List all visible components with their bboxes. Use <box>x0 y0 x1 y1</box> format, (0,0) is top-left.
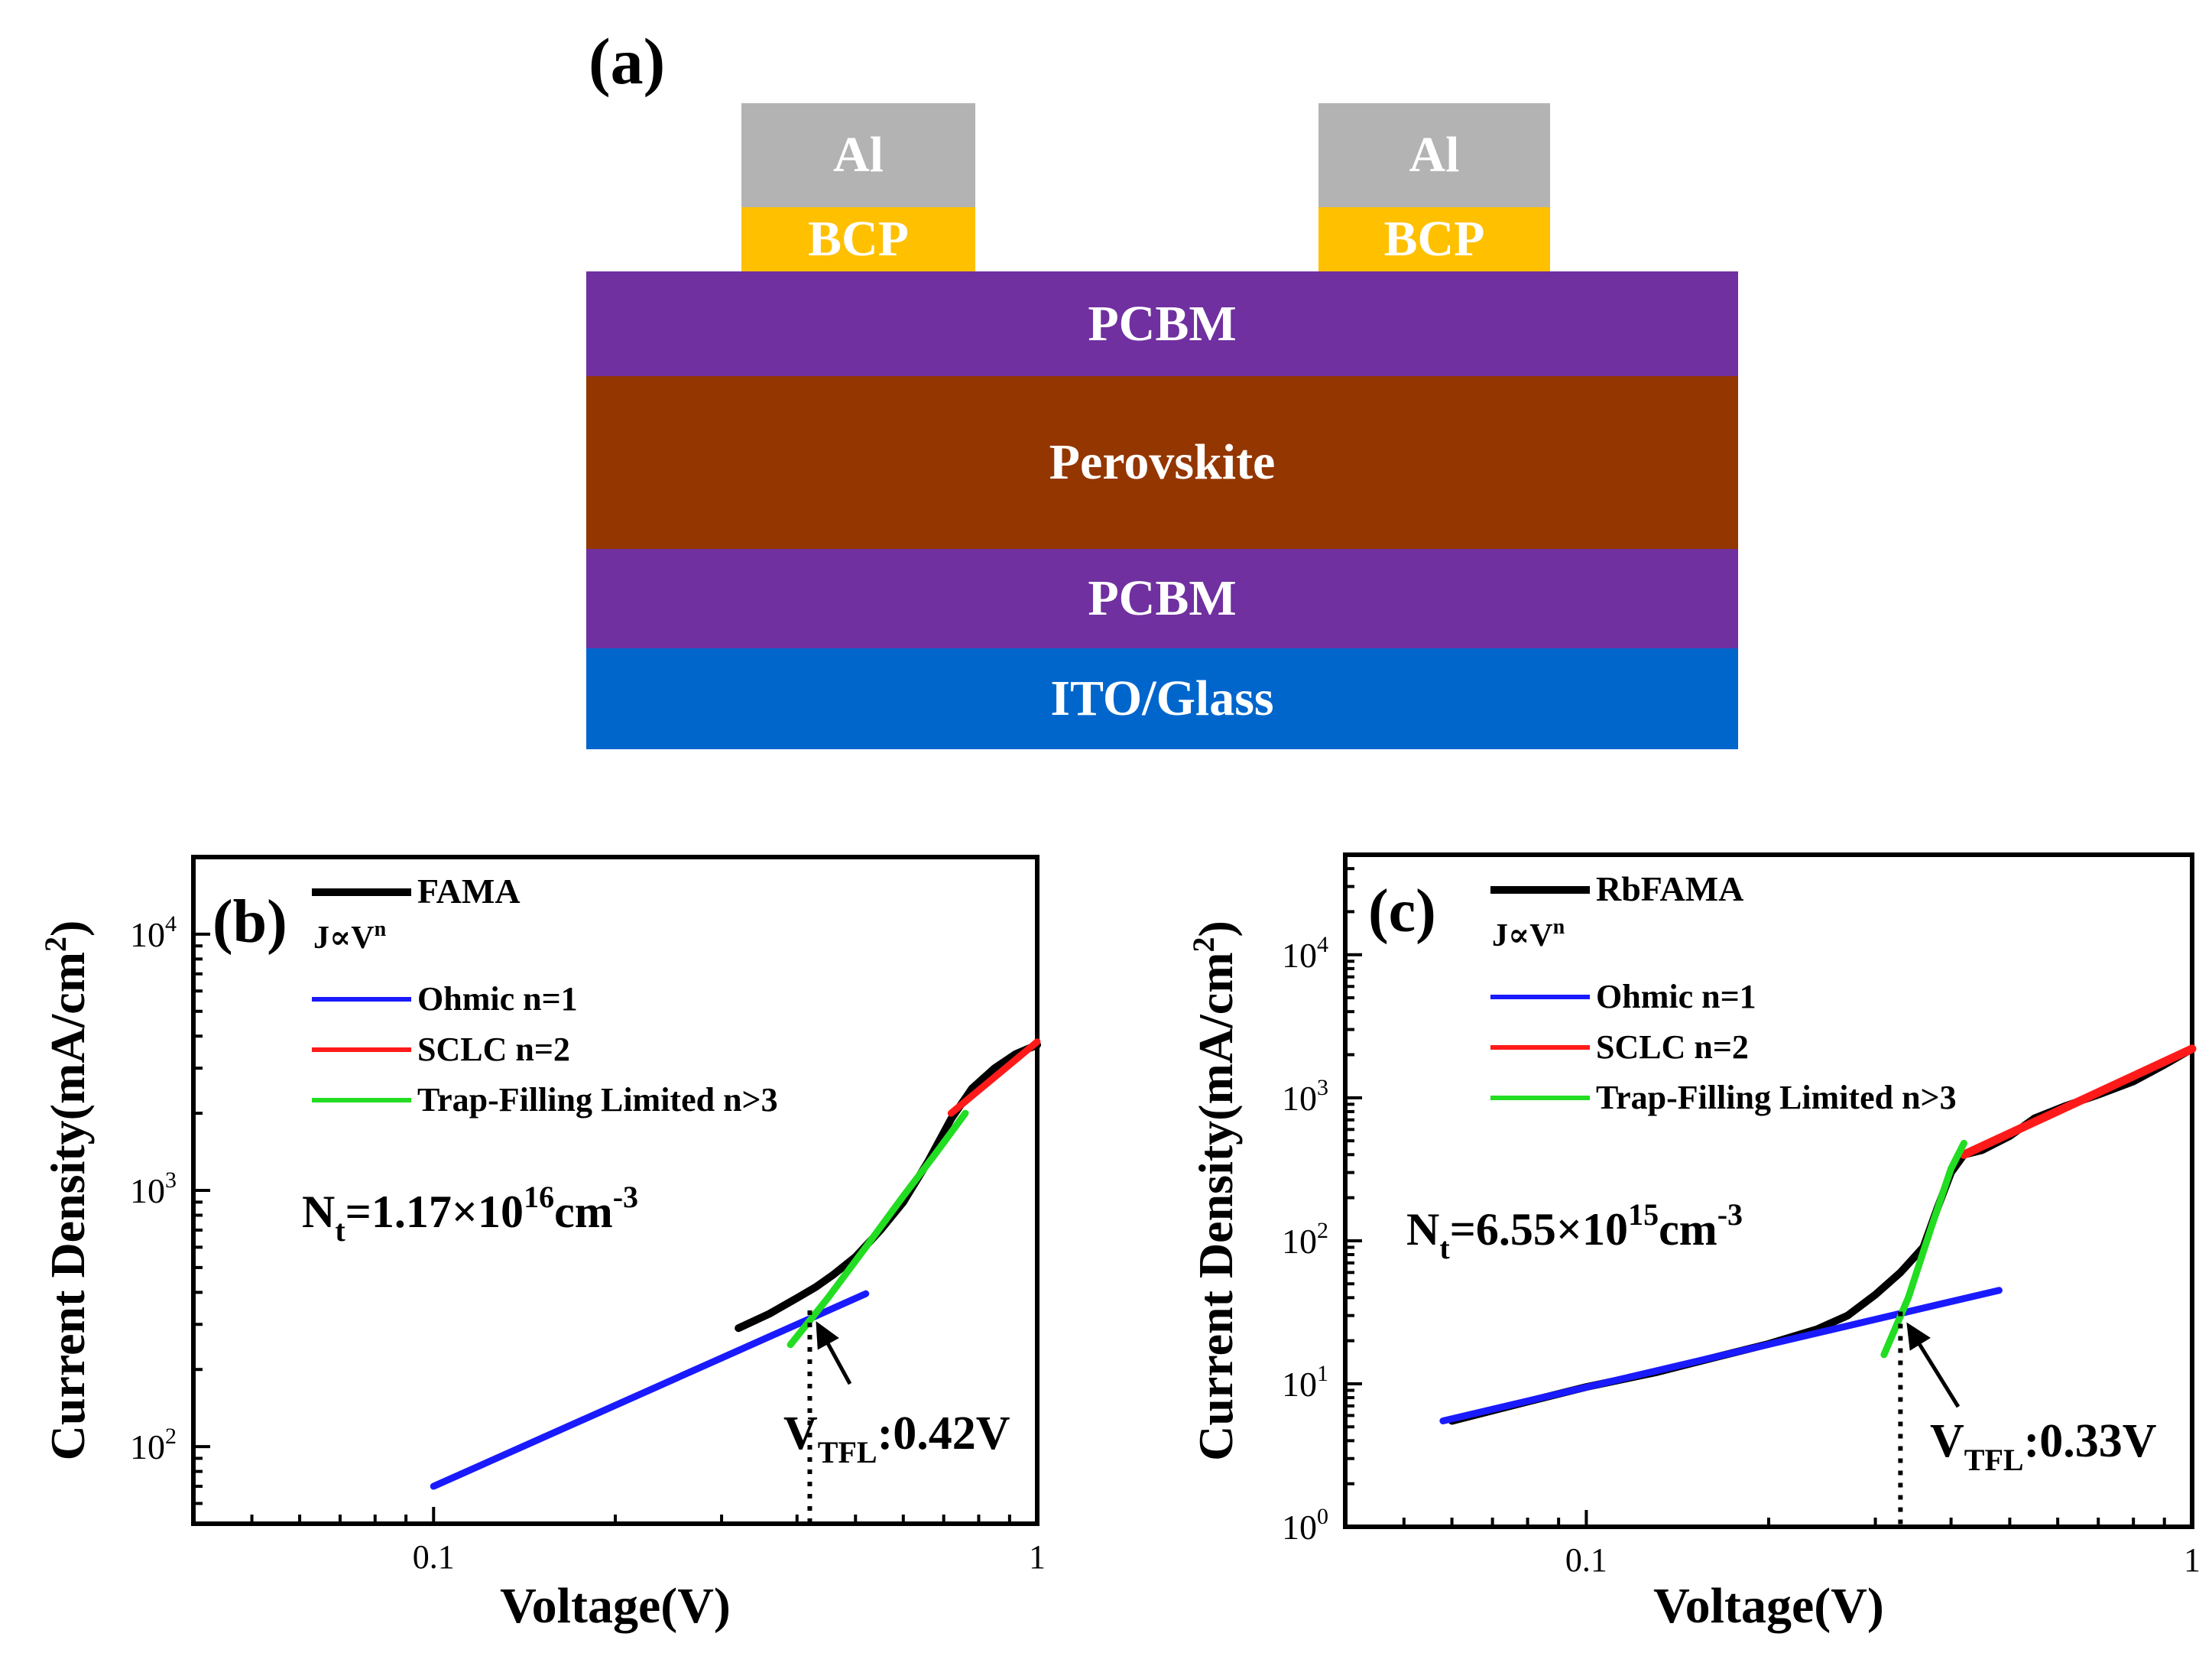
x-axis-label: Voltage(V) <box>500 1578 731 1634</box>
y-tick-base: 10 <box>1282 1222 1317 1261</box>
y-tick-label: 102 <box>1282 1218 1328 1261</box>
y-tick-label: 103 <box>1282 1075 1328 1118</box>
y-axis-label-sup: 2 <box>38 937 73 952</box>
panel-a-label: (a) <box>589 24 666 98</box>
y-tick-base: 10 <box>130 915 165 954</box>
series-line-trap-filling-limited-n-3 <box>787 1109 969 1349</box>
bcp-layer-right: BCP <box>1318 207 1550 271</box>
trap-density-value: =1.17×10 <box>345 1187 524 1237</box>
perovskite-layer: Perovskite <box>586 376 1738 549</box>
legend-label: Ohmic n=1 <box>1596 978 1756 1015</box>
y-tick-exponent: 3 <box>165 1167 177 1193</box>
chart-c-rbfama: (c)0.1 1100101102103104Voltage(V)Current … <box>1186 852 2201 1634</box>
bcp-layer-left: BCP <box>741 207 975 271</box>
vtfl-arrow-head <box>1906 1322 1931 1351</box>
x-tick-label: 0.1 <box>1565 1541 1607 1579</box>
vtfl-label-sub: TFL <box>818 1435 877 1469</box>
y-tick-base: 10 <box>1282 1079 1317 1118</box>
legend-label: SCLC n=2 <box>1596 1028 1749 1066</box>
y-axis-label: Current Density(mA/cm2) <box>38 921 95 1461</box>
trap-density-annotation: Nt=1.17×1016cm-3 <box>302 1180 638 1248</box>
legend-label: Ohmic n=1 <box>417 980 578 1018</box>
y-tick-base: 10 <box>130 1171 165 1210</box>
series-line-sclc-n-2 <box>1959 1044 2197 1159</box>
x-tick-label: 1 <box>2184 1541 2201 1579</box>
y-tick-base: 10 <box>1282 1508 1317 1547</box>
trap-density-sub: t <box>1439 1231 1450 1265</box>
legend-header: J∝Vn <box>1492 915 1565 953</box>
vtfl-label-sub: TFL <box>1964 1443 2024 1477</box>
y-tick-exponent: 3 <box>1317 1075 1328 1100</box>
y-axis-label-text: Current Density(mA/cm <box>1189 952 1243 1460</box>
legend-header-text: J∝V <box>1492 918 1553 953</box>
y-tick-label: 101 <box>1282 1361 1328 1404</box>
y-tick-base: 10 <box>1282 936 1317 975</box>
x-tick-label: 1 <box>1029 1538 1046 1576</box>
y-tick-exponent: 1 <box>1317 1361 1328 1386</box>
series-line-ohmic-n-1 <box>430 1290 870 1490</box>
trap-density-value: =6.55×10 <box>1450 1204 1628 1255</box>
y-axis-label: Current Density(mA/cm2) <box>1186 921 1243 1461</box>
series-line-fama <box>735 1041 1041 1333</box>
trap-density-n: N <box>302 1187 335 1237</box>
y-tick-base: 10 <box>130 1427 165 1466</box>
x-axis-label: Voltage(V) <box>1653 1578 1884 1634</box>
y-tick-label: 104 <box>1282 932 1328 975</box>
trap-density-exp: 15 <box>1628 1197 1659 1232</box>
y-tick-exponent: 2 <box>165 1424 177 1449</box>
y-tick-label: 103 <box>130 1167 177 1210</box>
y-tick-exponent: 2 <box>1317 1218 1328 1243</box>
y-tick-exponent: 0 <box>1317 1504 1328 1529</box>
vtfl-label: VTFL:0.33V <box>1930 1415 2157 1477</box>
y-tick-base: 10 <box>1282 1365 1317 1404</box>
vtfl-label: VTFL:0.42V <box>783 1408 1010 1469</box>
y-axis-label-close: ) <box>1189 921 1243 937</box>
x-tick-label: 0.1 <box>413 1538 455 1576</box>
vtfl-label-value: :0.33V <box>2024 1415 2157 1467</box>
al-contact-right: Al <box>1318 103 1550 207</box>
legend-label-data: RbFAMA <box>1596 869 1743 908</box>
vtfl-label-v: V <box>1930 1415 1964 1467</box>
trap-density-sub: t <box>335 1213 345 1248</box>
trap-density-unit: cm <box>1659 1204 1717 1255</box>
al-contact-left: Al <box>741 103 975 207</box>
trap-density-n: N <box>1406 1204 1439 1255</box>
trap-density-exp: 16 <box>524 1180 554 1214</box>
device-structure-diagram: (a) Al BCP Al BCP PCBM Perovskite PCBM I… <box>0 0 2212 765</box>
y-axis-label-sup: 2 <box>1186 937 1221 952</box>
vtfl-label-v: V <box>783 1408 818 1460</box>
vtfl-label-value: :0.42V <box>877 1408 1010 1460</box>
series-line-trap-filling-limited-n-3 <box>1880 1139 1967 1359</box>
y-tick-label: 100 <box>1282 1504 1328 1547</box>
y-tick-exponent: 4 <box>1317 932 1328 957</box>
vtfl-arrow-head <box>816 1321 839 1350</box>
pcbm-layer-top: PCBM <box>586 271 1738 376</box>
legend-header-sup: n <box>375 917 387 941</box>
y-axis-label-close: ) <box>41 921 95 937</box>
legend-label-data: FAMA <box>417 872 521 911</box>
trap-density-annotation: Nt=6.55×1015cm-3 <box>1406 1197 1743 1265</box>
y-tick-exponent: 4 <box>165 911 177 937</box>
legend-header-text: J∝V <box>313 921 375 956</box>
legend-label: Trap-Filling Limited n>3 <box>417 1081 778 1119</box>
legend-label: SCLC n=2 <box>417 1031 570 1068</box>
legend-header-sup: n <box>1553 915 1565 939</box>
trap-density-unit-exp: -3 <box>1717 1197 1743 1232</box>
series-line-ohmic-n-1 <box>1439 1287 2003 1424</box>
legend-header: J∝Vn <box>313 917 387 956</box>
panel-label: (b) <box>212 888 287 956</box>
legend-label: Trap-Filling Limited n>3 <box>1596 1079 1957 1116</box>
ito-glass-layer: ITO/Glass <box>586 648 1738 749</box>
pcbm-layer-bottom: PCBM <box>586 549 1738 648</box>
trap-density-unit-exp: -3 <box>613 1180 638 1214</box>
series-line-sclc-n-2 <box>947 1038 1041 1117</box>
y-axis-label-text: Current Density(mA/cm <box>41 952 95 1460</box>
y-tick-label: 102 <box>130 1424 177 1466</box>
y-tick-label: 104 <box>130 911 177 954</box>
trap-density-unit: cm <box>554 1187 613 1237</box>
panel-label: (c) <box>1368 878 1436 945</box>
